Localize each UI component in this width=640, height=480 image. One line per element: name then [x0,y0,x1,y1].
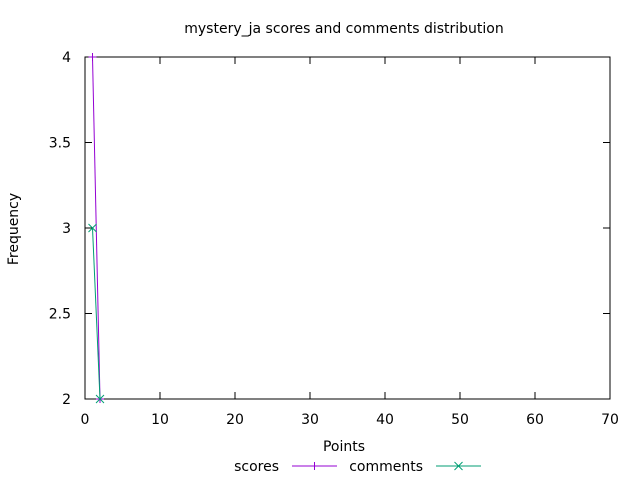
series-layer [88,53,105,404]
x-tick-label: 0 [81,412,90,428]
series-line-scores [92,56,101,400]
y-tick-label: 2.5 [49,307,71,323]
data-point-comments [88,223,97,233]
data-point-comments [95,394,105,404]
x-axis-ticks: 0 10 20 30 40 50 60 70 [81,57,619,428]
legend: scores comments [234,459,481,475]
y-axis-label: Frequency [6,193,22,265]
x-tick-label: 30 [301,412,319,428]
series-line-comments [92,227,101,400]
y-tick-label: 3.5 [49,136,71,152]
x-axis-label: Points [323,439,365,455]
legend-marker-scores [310,462,319,470]
x-tick-label: 10 [151,412,169,428]
y-axis-ticks: 2 2.5 3 3.5 4 [49,50,610,408]
x-tick-label: 50 [451,412,469,428]
x-tick-label: 60 [526,412,544,428]
plot-frame [84,56,611,400]
y-tick-label: 2 [62,392,71,408]
x-tick-label: 70 [601,412,619,428]
legend-label-comments: comments [349,459,423,475]
legend-marker-comments [454,461,463,471]
legend-label-scores: scores [234,459,279,475]
chart-title: mystery_ja scores and comments distribut… [184,21,503,37]
x-tick-label: 20 [226,412,244,428]
y-tick-label: 4 [62,50,71,66]
y-tick-label: 3 [62,221,71,237]
data-point-scores [88,53,97,61]
x-tick-label: 40 [376,412,394,428]
